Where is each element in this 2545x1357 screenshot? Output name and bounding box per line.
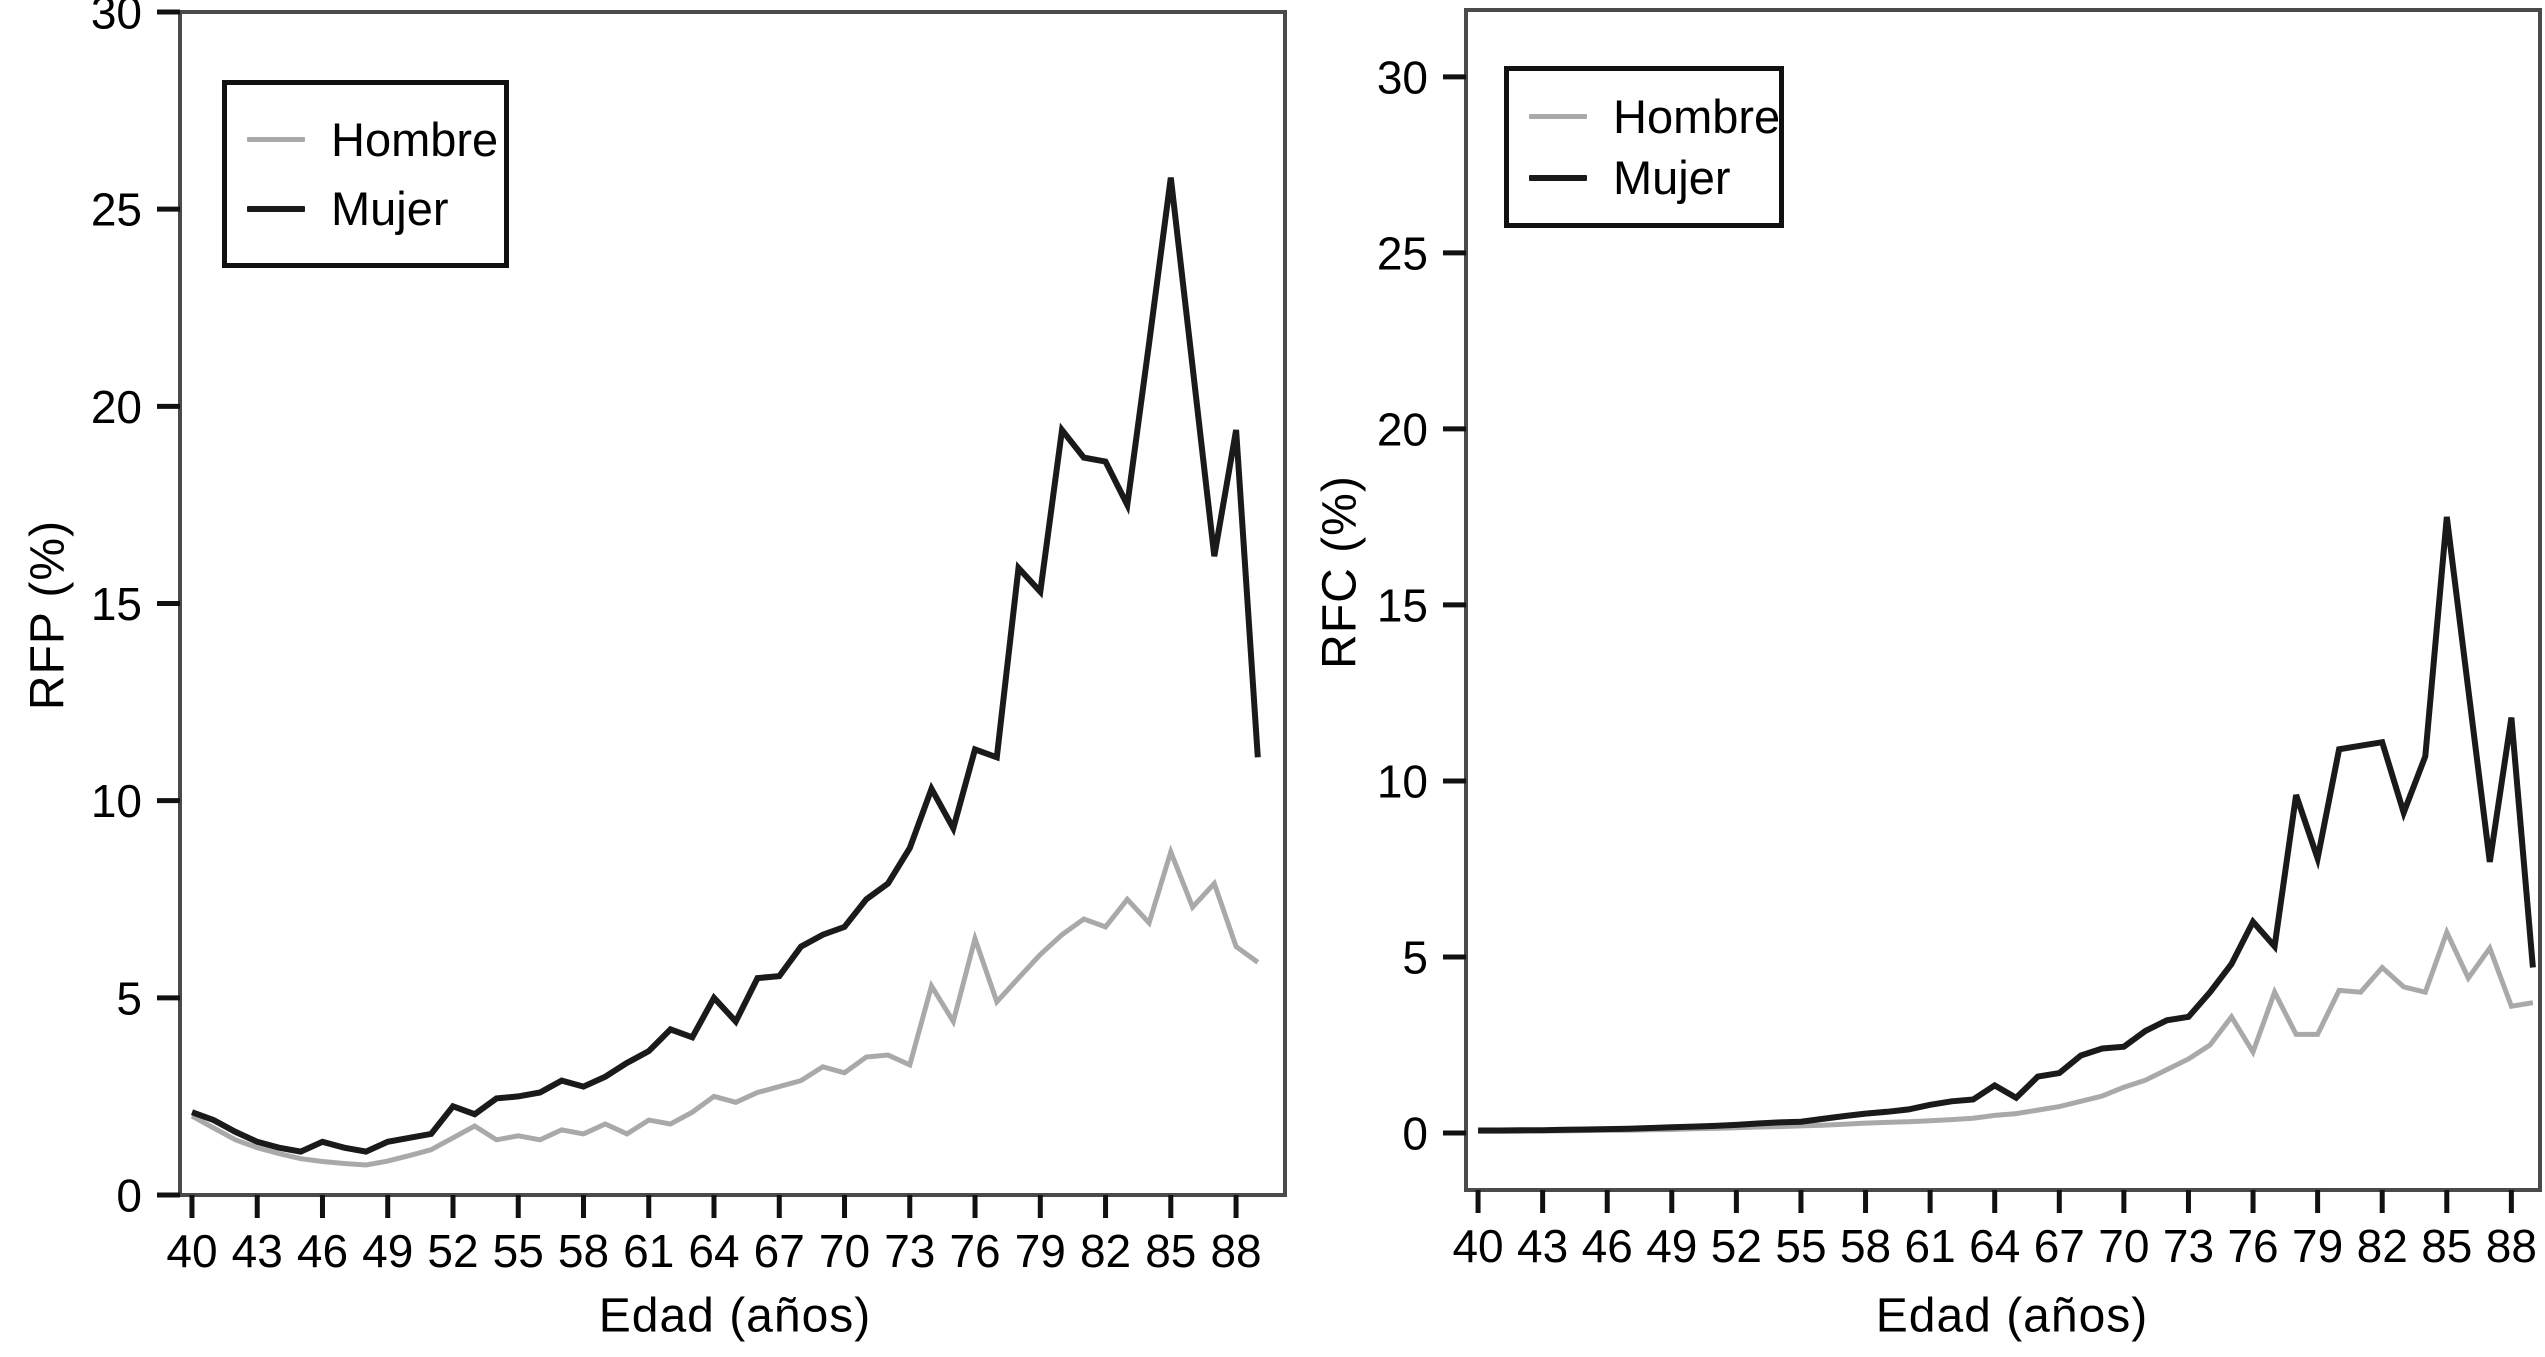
x-tick-label: 79 — [1015, 1225, 1066, 1277]
hombre-line-swatch — [247, 136, 305, 142]
x-tick-label: 64 — [1969, 1220, 2020, 1272]
legend-label-mujer: Mujer — [1613, 151, 1731, 204]
x-tick-label: 82 — [2357, 1220, 2408, 1272]
x-tick-label: 58 — [558, 1225, 609, 1277]
line-series-hombre-rfp — [190, 844, 1260, 1168]
x-tick-label: 43 — [232, 1225, 283, 1277]
x-tick-label: 73 — [884, 1225, 935, 1277]
rfp-x-axis-title: Edad (años) — [598, 1289, 872, 1343]
hombre-line-swatch — [1529, 114, 1587, 119]
line-series-mujer-rfc — [1478, 516, 2536, 1134]
y-tick-label: 15 — [91, 578, 142, 630]
x-tick-label: 82 — [1080, 1225, 1131, 1277]
rfc-legend: Hombre Mujer — [1504, 66, 1784, 228]
rfc-y-axis-title: RFC (%) — [1313, 475, 1367, 669]
legend-label-hombre: Hombre — [1613, 90, 1781, 143]
y-tick-label: 5 — [116, 972, 142, 1024]
rfc-legend-item-mujer: Mujer — [1529, 154, 1759, 201]
x-tick-label: 61 — [623, 1225, 674, 1277]
x-tick-label: 43 — [1517, 1220, 1568, 1272]
x-tick-label: 70 — [2098, 1220, 2149, 1272]
rfc-legend-item-hombre: Hombre — [1529, 93, 1780, 140]
y-tick-label: 25 — [91, 184, 142, 236]
legend-label-mujer: Mujer — [331, 182, 449, 236]
mujer-line-swatch — [247, 205, 305, 212]
y-tick-label: 15 — [1377, 579, 1428, 631]
legend-label-hombre: Hombre — [331, 112, 499, 166]
y-tick-label: 5 — [1402, 932, 1428, 984]
y-tick-label: 10 — [91, 775, 142, 827]
mujer-line-swatch — [1529, 174, 1587, 181]
x-tick-label: 64 — [688, 1225, 739, 1277]
x-tick-label: 73 — [2163, 1220, 2214, 1272]
x-tick-label: 61 — [1905, 1220, 1956, 1272]
x-tick-label: 85 — [2421, 1220, 2472, 1272]
x-tick-label: 40 — [166, 1225, 217, 1277]
y-tick-label: 0 — [116, 1170, 142, 1222]
line-series-mujer-rfp — [190, 177, 1261, 1155]
x-tick-label: 55 — [493, 1225, 544, 1277]
x-tick-label: 85 — [1145, 1225, 1196, 1277]
rfc-x-axis-title: Edad (años) — [1875, 1289, 2149, 1343]
rfp-y-axis-title: RFP (%) — [21, 519, 75, 711]
plot-border — [1464, 8, 2542, 1192]
x-tick-label: 76 — [2227, 1220, 2278, 1272]
x-tick-label: 55 — [1775, 1220, 1826, 1272]
x-tick-label: 46 — [1582, 1220, 1633, 1272]
line-series-hombre-rfc — [1478, 925, 2534, 1134]
x-tick-label: 58 — [1840, 1220, 1891, 1272]
x-tick-label: 79 — [2292, 1220, 2343, 1272]
rfp-legend: Hombre Mujer — [222, 80, 509, 268]
x-tick-label: 67 — [754, 1225, 805, 1277]
x-tick-label: 88 — [1210, 1225, 1261, 1277]
x-tick-label: 49 — [362, 1225, 413, 1277]
x-tick-label: 88 — [2486, 1220, 2537, 1272]
x-tick-label: 76 — [949, 1225, 1000, 1277]
y-tick-label: 0 — [1402, 1108, 1428, 1160]
x-tick-label: 52 — [427, 1225, 478, 1277]
rfp-legend-item-mujer: Mujer — [247, 185, 484, 232]
x-tick-label: 67 — [2034, 1220, 2085, 1272]
y-tick-label: 30 — [91, 0, 142, 39]
y-tick-label: 20 — [1377, 403, 1428, 455]
x-tick-label: 40 — [1452, 1220, 1503, 1272]
x-tick-label: 52 — [1711, 1220, 1762, 1272]
rfp-legend-item-hombre: Hombre — [247, 116, 498, 163]
y-tick-label: 10 — [1377, 756, 1428, 808]
y-tick-label: 20 — [91, 381, 142, 433]
x-tick-label: 46 — [297, 1225, 348, 1277]
y-tick-label: 30 — [1377, 51, 1428, 103]
x-tick-label: 49 — [1646, 1220, 1697, 1272]
x-tick-label: 70 — [819, 1225, 870, 1277]
y-tick-label: 25 — [1377, 227, 1428, 279]
